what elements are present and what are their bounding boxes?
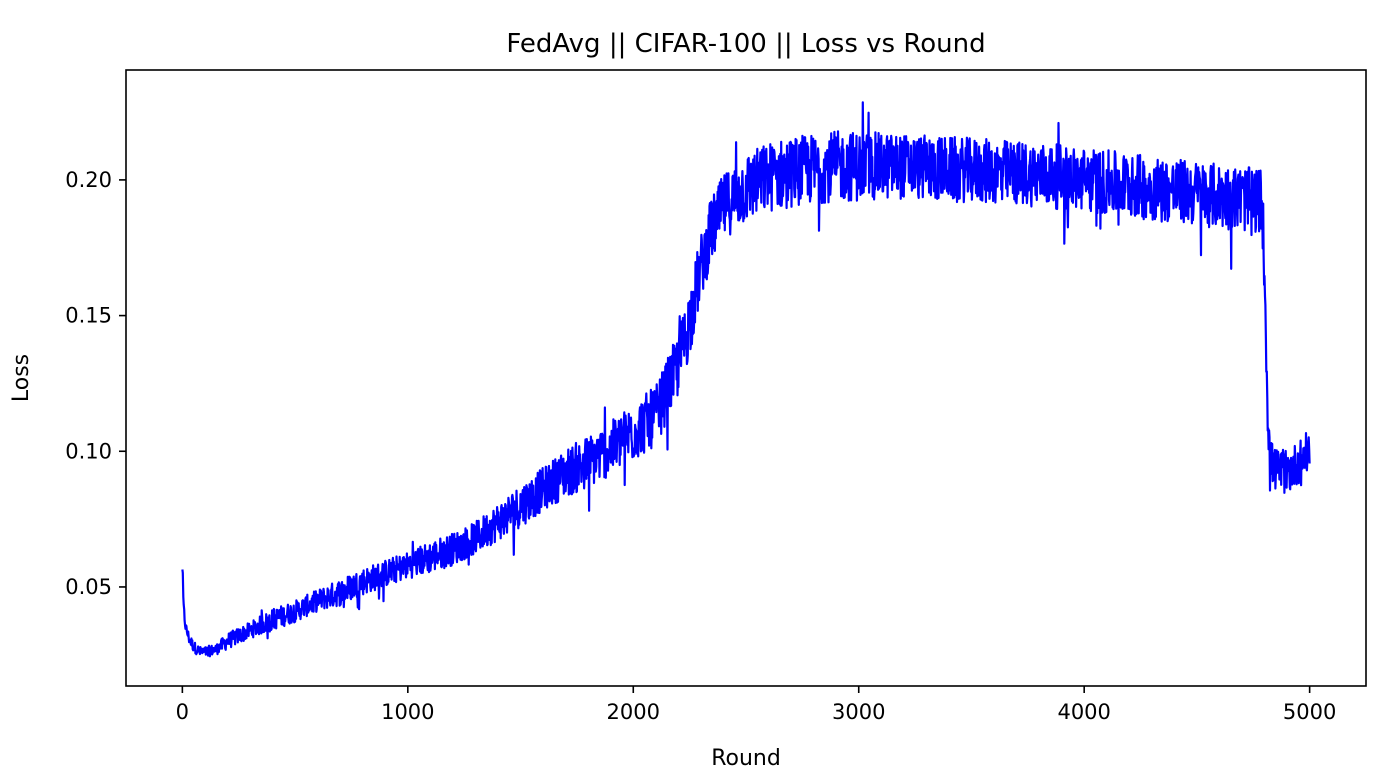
x-tick-label: 1000 [381,700,434,724]
plot-area [181,101,1311,658]
axes-frame [125,69,1367,687]
x-tick-label: 3000 [832,700,885,724]
y-tick-label: 0.15 [65,304,112,328]
x-tick-label: 5000 [1283,700,1336,724]
loss-series-line [181,101,1311,658]
chart-title: FedAvg || CIFAR-100 || Loss vs Round [506,29,985,59]
x-axis: 0 1000 2000 3000 4000 5000 [176,686,1336,724]
x-axis-label: Round [711,746,781,771]
y-axis: 0.05 0.10 0.15 0.20 [65,168,126,599]
x-tick-label: 4000 [1057,700,1110,724]
y-tick-label: 0.10 [65,439,112,463]
x-tick-label: 0 [176,700,189,724]
y-tick-label: 0.20 [65,168,112,192]
y-axis-label: Loss [9,354,34,402]
y-tick-label: 0.05 [65,575,112,599]
x-tick-label: 2000 [607,700,660,724]
